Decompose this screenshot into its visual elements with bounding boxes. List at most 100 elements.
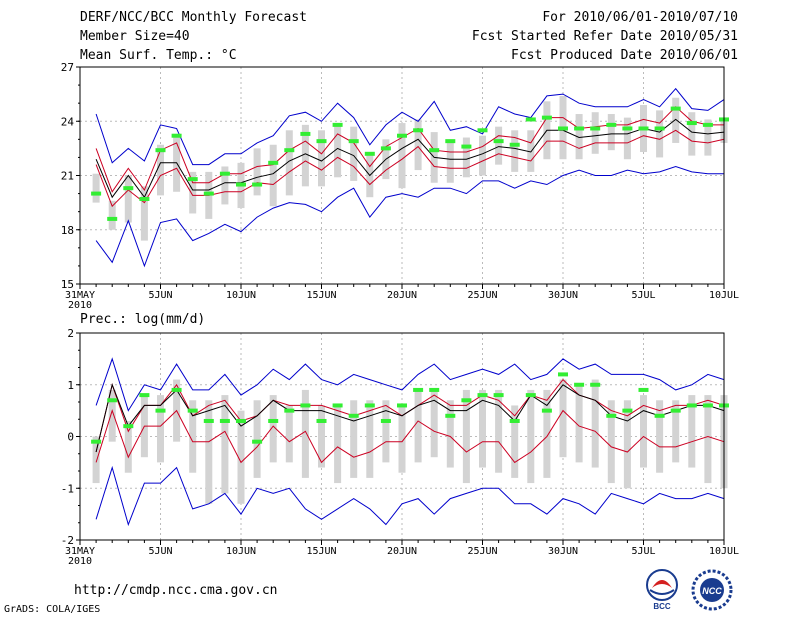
ensemble-box	[221, 166, 229, 205]
observed-marker	[332, 122, 343, 127]
observed-marker	[493, 393, 504, 398]
observed-marker	[203, 191, 214, 196]
ensemble-box	[462, 137, 470, 178]
y-tick-label: 1	[67, 379, 74, 392]
ensemble-box	[124, 175, 132, 223]
observed-marker	[155, 408, 166, 413]
ensemble-box	[575, 114, 583, 160]
upper-line	[95, 106, 724, 193]
observed-marker	[236, 418, 246, 423]
observed-marker	[622, 126, 633, 131]
ensemble-box	[656, 110, 664, 158]
ncc-logo-label: NCC	[702, 586, 722, 596]
logos: BCC NCC	[646, 569, 733, 611]
ensemble-box	[157, 144, 164, 196]
x-tick-label: 15JUN	[306, 290, 336, 301]
observed-marker	[139, 197, 150, 202]
ensemble-box	[269, 144, 277, 207]
observed-marker	[316, 418, 327, 423]
ensemble-box	[527, 130, 535, 172]
ensemble-box	[704, 119, 712, 156]
x-tick-label: 5JUN	[148, 290, 172, 301]
observed-marker	[670, 106, 681, 111]
observed-marker	[187, 177, 198, 182]
x-tick-label: 10JUL	[709, 290, 739, 301]
x-tick-label: 31MAY	[65, 290, 95, 301]
precip-panel-title: Prec.: log(mm/d)	[80, 312, 205, 327]
ensemble-box	[543, 389, 551, 478]
ensemble-box	[92, 173, 100, 203]
ensemble-box	[414, 389, 422, 463]
observed-marker	[558, 372, 568, 377]
x-tick-label: 20JUN	[387, 546, 417, 557]
header-left: DERF/NCC/BCC Monthly Forecast Member Siz…	[80, 10, 307, 67]
ensemble-box	[189, 400, 197, 473]
x-tick-label: 5JUL	[631, 546, 655, 557]
observed-marker	[638, 387, 649, 392]
ensemble-box	[285, 405, 293, 463]
x-tick-label: 25JUN	[467, 290, 497, 301]
ensemble-box	[221, 395, 229, 494]
y-tick-label: 2	[67, 327, 74, 340]
year-label: 2010	[68, 300, 92, 311]
ensemble-box	[366, 151, 374, 198]
ensemble-box	[656, 400, 664, 473]
observed-marker	[413, 387, 424, 392]
observed-marker	[477, 393, 488, 398]
source-url[interactable]: http://cmdp.ncc.cma.gov.cn	[74, 583, 278, 598]
ensemble-box	[140, 186, 148, 241]
observed-marker	[686, 121, 697, 126]
observed-marker	[541, 115, 552, 120]
ensemble-box	[511, 130, 519, 172]
ensemble-box	[688, 112, 696, 156]
y-tick-label: -2	[61, 534, 74, 547]
ensemble-box	[511, 405, 519, 478]
min-line	[95, 165, 724, 268]
observed-marker	[107, 398, 118, 403]
member-size: Member Size=40	[80, 29, 190, 44]
y-tick-label: 0	[67, 431, 74, 444]
lower-line	[95, 129, 725, 208]
observed-marker	[123, 424, 134, 429]
observed-marker	[268, 418, 279, 423]
observed-marker	[525, 393, 536, 398]
observed-marker	[606, 413, 617, 418]
x-tick-label: 5JUL	[631, 290, 655, 301]
ensemble-box	[350, 126, 358, 181]
observed-marker	[493, 139, 504, 144]
x-tick-label: 10JUN	[226, 290, 256, 301]
ensemble-box	[301, 124, 309, 187]
ensemble-box	[575, 384, 583, 463]
observed-marker	[445, 139, 456, 144]
observed-marker	[445, 413, 456, 418]
observed-marker	[590, 382, 601, 387]
ensemble-box	[446, 400, 454, 468]
observed-marker	[364, 403, 375, 408]
ensemble-box	[672, 400, 680, 463]
y-tick-label: 15	[61, 278, 74, 291]
observed-marker	[702, 403, 713, 408]
observed-marker	[397, 133, 407, 138]
ensemble-box	[398, 405, 406, 473]
x-tick-label: 30JUN	[548, 546, 578, 557]
observed-marker	[348, 139, 359, 144]
observed-marker	[107, 216, 118, 221]
ensemble-box	[623, 400, 631, 489]
observed-marker	[558, 126, 568, 131]
ensemble-box	[479, 389, 486, 468]
ensemble-box	[640, 395, 647, 468]
x-tick-label: 15JUN	[306, 546, 336, 557]
ensemble-box	[189, 171, 197, 214]
ensemble-box	[462, 389, 470, 484]
observed-marker	[364, 151, 375, 156]
observed-marker	[509, 142, 520, 147]
observed-marker	[268, 160, 279, 165]
observed-marker	[91, 191, 102, 196]
observed-marker	[187, 408, 198, 413]
observed-marker	[461, 144, 472, 149]
observed-marker	[686, 403, 697, 408]
observed-marker	[654, 413, 665, 418]
mean-line	[95, 383, 725, 453]
observed-marker	[139, 393, 150, 398]
header-right: For 2010/06/01-2010/07/10 Fcst Started R…	[472, 10, 738, 67]
